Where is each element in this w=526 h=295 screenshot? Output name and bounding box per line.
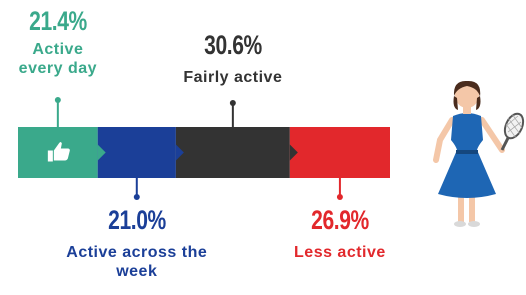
pointer-dot [230, 100, 236, 106]
pointer-dot [134, 194, 140, 200]
value-label: 30.6% [186, 30, 280, 61]
category-label: Active every day [8, 40, 108, 78]
value-label: 21.4% [11, 6, 105, 37]
pointer-dot [337, 194, 343, 200]
bar-segment [176, 127, 290, 178]
value-label: 21.0% [90, 205, 184, 236]
value-label: 26.9% [293, 205, 387, 236]
category-label: Active across the week [62, 243, 212, 281]
bar-segment [290, 127, 390, 178]
category-label: Fairly active [148, 68, 318, 87]
pointer-dot [55, 97, 61, 103]
infographic: 21.4%Active every day 21.0% Active across … [0, 0, 526, 295]
player-illustration [436, 81, 526, 227]
category-label: Less active [255, 243, 425, 262]
bar-segment [98, 127, 176, 178]
